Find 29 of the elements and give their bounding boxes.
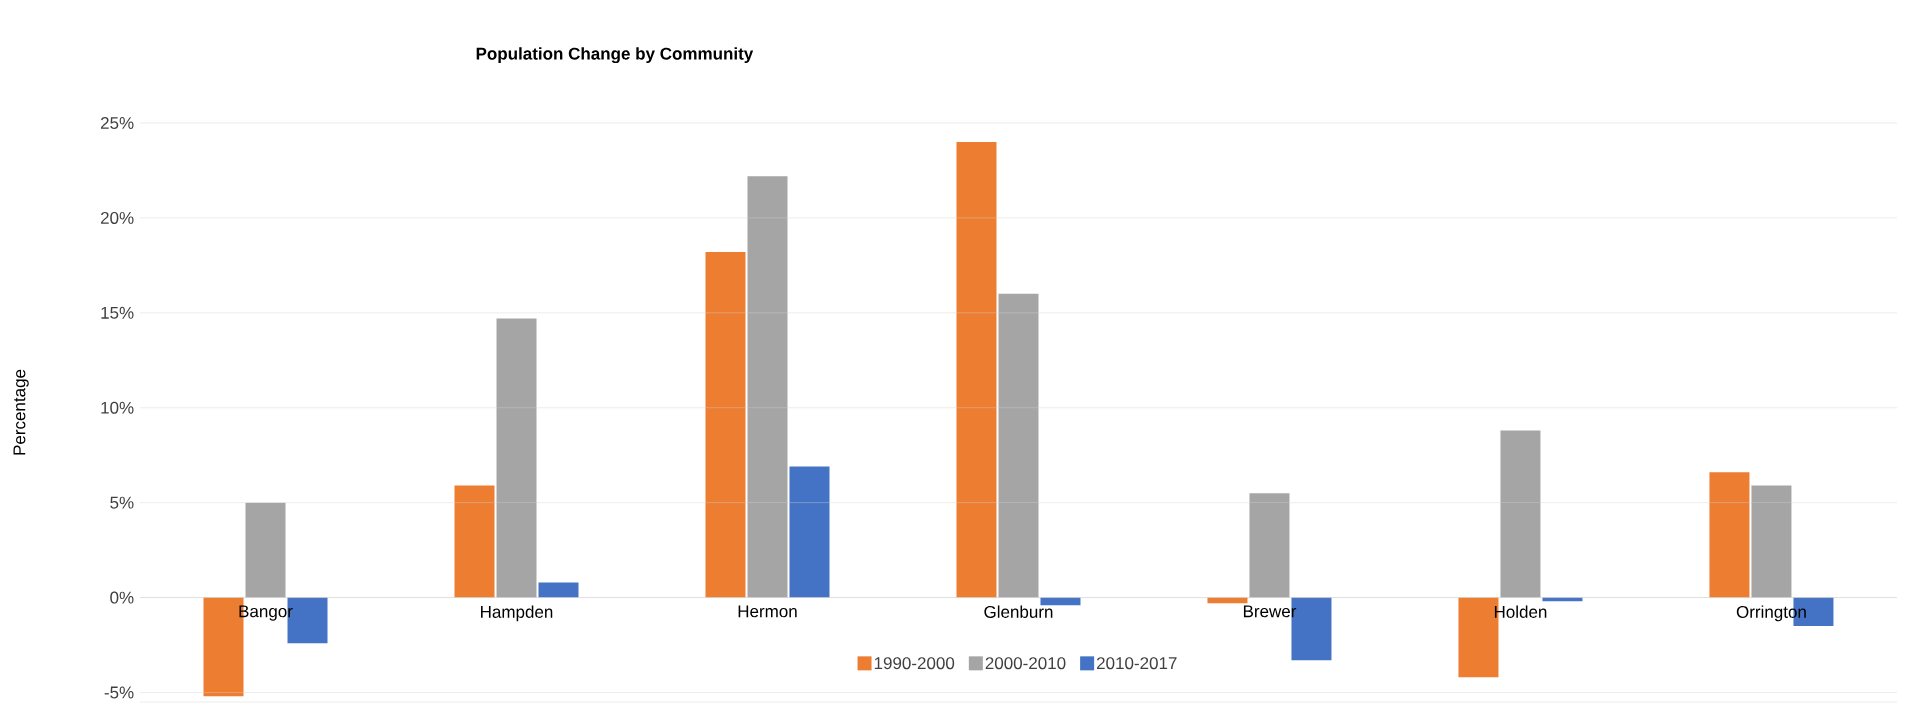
chart-title: Population Change by Community [476, 47, 754, 64]
bar [956, 141, 997, 598]
y-tick-label: 25% [100, 116, 134, 130]
y-tick-label: 10% [101, 401, 134, 414]
bar [1249, 493, 1290, 598]
x-tick-label: Glenburn [984, 605, 1053, 618]
x-tick-label: Hermon [738, 605, 797, 618]
bar [1500, 430, 1541, 598]
bar [538, 582, 579, 598]
y-tick-label: 15% [101, 306, 134, 319]
y-tick-label: 5% [110, 496, 134, 509]
legend-label: 2000-2010 [985, 657, 1066, 670]
y-tick-label: -5% [104, 686, 134, 699]
bar [998, 293, 1039, 598]
legend-label: 1990-2000 [874, 657, 955, 670]
legend-label: 2010-2017 [1096, 657, 1177, 670]
bar [454, 485, 495, 598]
y-tick-label: 0% [110, 591, 134, 604]
x-tick-label: Hampden [481, 605, 553, 622]
bar [705, 252, 746, 598]
bar [789, 466, 830, 598]
y-axis-title: Percentage [13, 369, 29, 455]
bar [1709, 472, 1750, 598]
bar [496, 318, 537, 598]
bar [1040, 597, 1081, 606]
y-tick-label: 20% [100, 211, 134, 224]
bar [1751, 485, 1792, 598]
bar [747, 176, 788, 598]
bar [245, 502, 286, 598]
